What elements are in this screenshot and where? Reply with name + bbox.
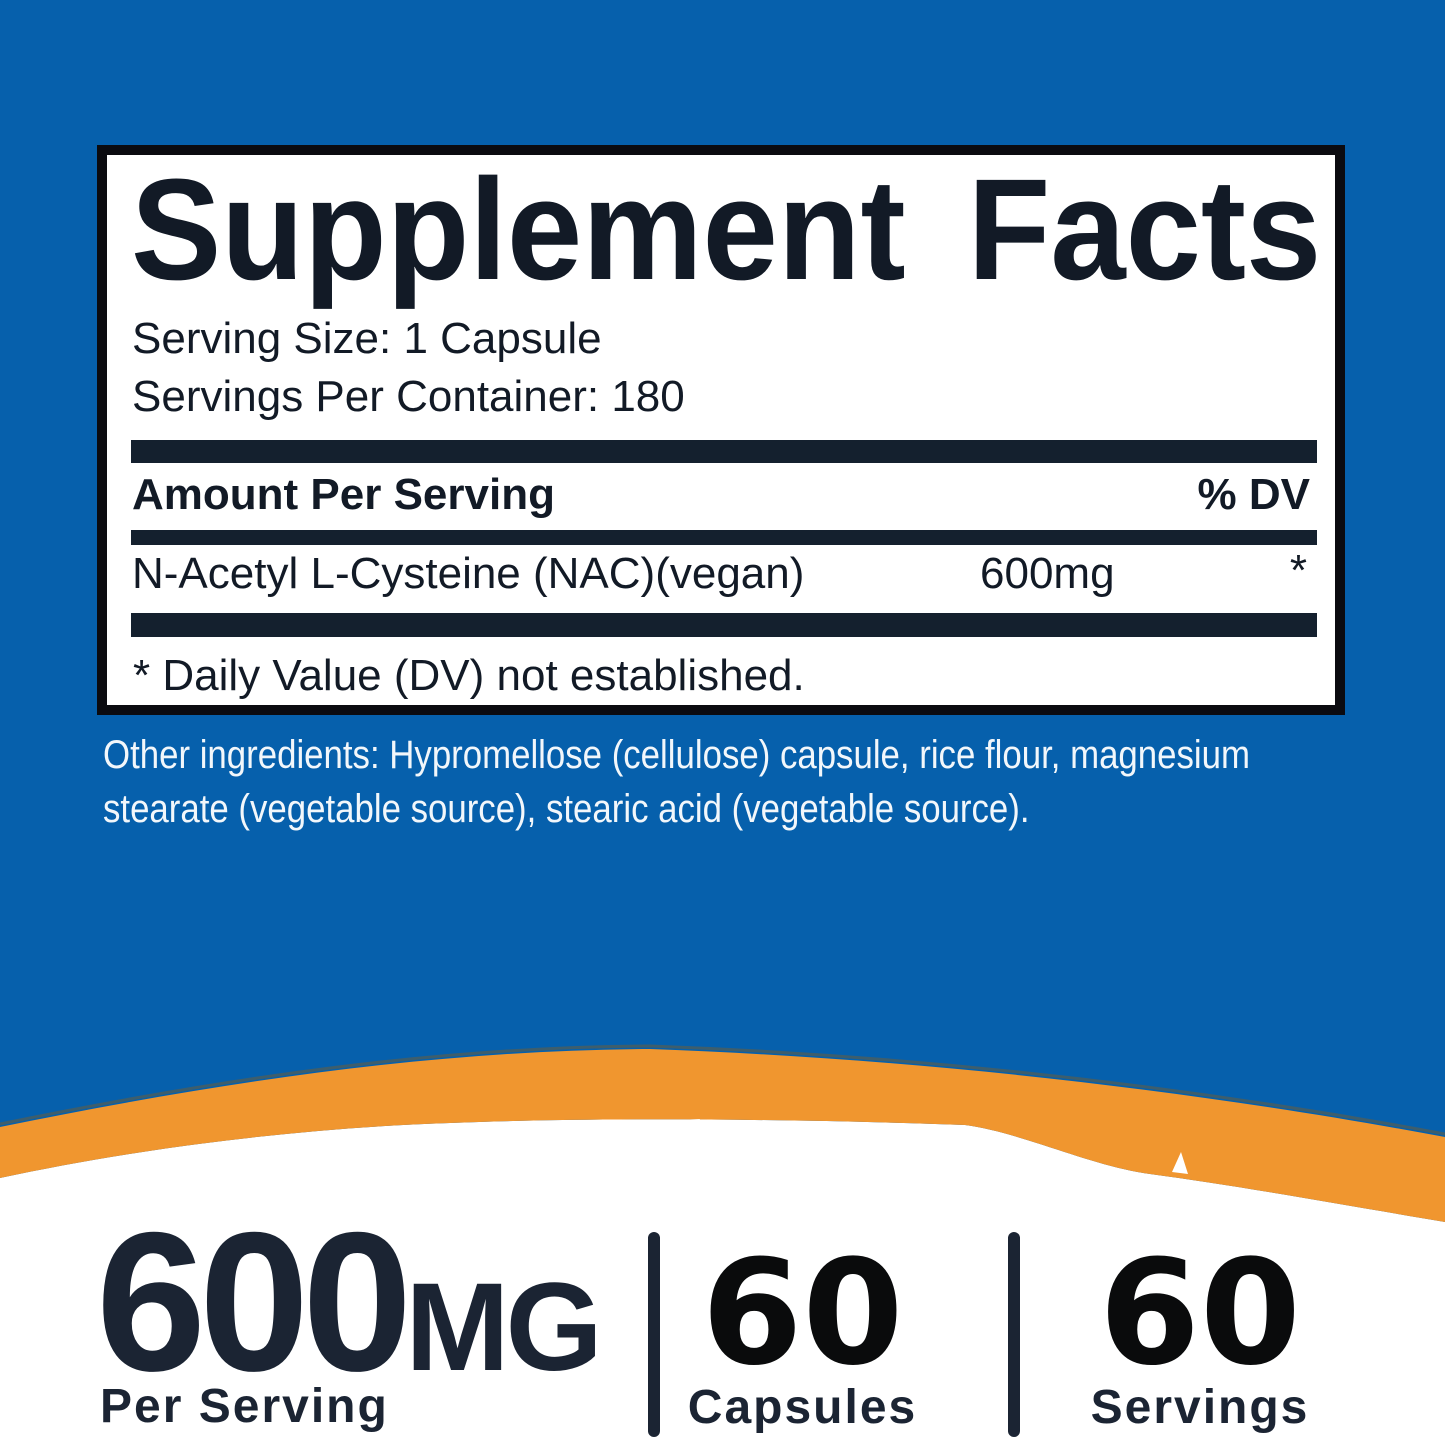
ingredient-dv-asterisk: *: [1289, 546, 1307, 595]
separator-bar-thin: [131, 530, 1317, 545]
supplement-facts-panel: Supplement Facts Serving Size: 1 Capsule…: [97, 145, 1345, 715]
other-ingredients-paragraph: Other ingredients: Hypromellose (cellulo…: [103, 728, 1250, 836]
daily-value-footnote: * Daily Value (DV) not established.: [133, 651, 805, 700]
serving-info-block: Serving Size: 1 Capsule Servings Per Con…: [132, 310, 685, 426]
percent-dv-header: % DV: [1197, 470, 1310, 519]
dose-unit: MG: [405, 1258, 602, 1397]
other-ingredients-line-2: stearate (vegetable source), stearic aci…: [103, 787, 1030, 831]
servings-per-container-line: Servings Per Container: 180: [132, 372, 685, 421]
ingredient-amount: 600mg: [980, 549, 1115, 598]
orange-swoosh: [0, 1049, 1445, 1222]
vertical-divider-2: [1008, 1232, 1020, 1437]
swoosh-graphic: [0, 1044, 1445, 1445]
other-ingredients-line-1: Other ingredients: Hypromellose (cellulo…: [103, 733, 1250, 777]
dose-label: Per Serving: [100, 1380, 389, 1433]
separator-bar-thick-bottom: [131, 613, 1317, 637]
dose-value: 600: [96, 1191, 412, 1412]
bottom-white-area: [0, 1119, 1445, 1445]
supplement-facts-title: Supplement Facts: [131, 149, 1322, 310]
dose-amount: 600MG: [96, 1203, 603, 1401]
swoosh-shadow-edge: [0, 1044, 1445, 1136]
capsule-count-label: Capsules: [687, 1381, 918, 1434]
servings-count-label: Servings: [1090, 1381, 1310, 1434]
ingredient-name: N-Acetyl L-Cysteine (NAC)(vegan): [132, 549, 805, 598]
vertical-divider-1: [648, 1232, 660, 1437]
separator-bar-thick-top: [131, 440, 1317, 463]
serving-size-line: Serving Size: 1 Capsule: [132, 314, 602, 363]
capsule-count: 60: [701, 1229, 904, 1398]
amount-per-serving-header: Amount Per Serving: [132, 470, 555, 519]
servings-count: 60: [1099, 1229, 1301, 1398]
